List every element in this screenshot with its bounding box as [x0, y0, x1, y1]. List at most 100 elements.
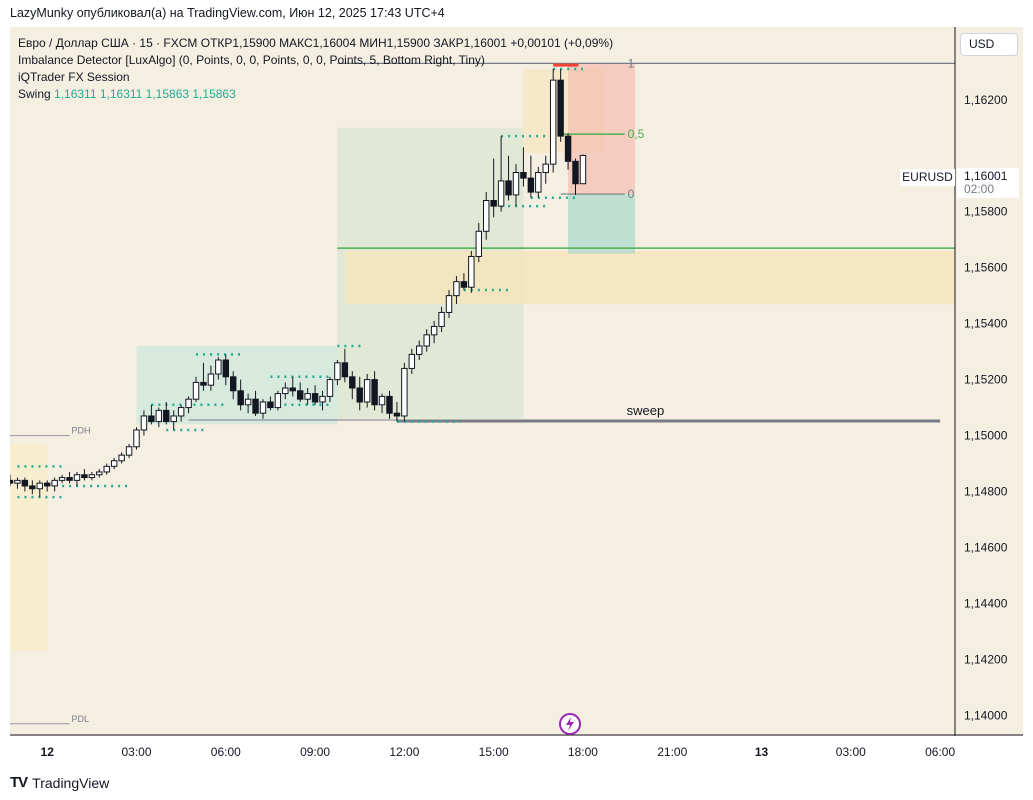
y-tick-label: 1,15600 — [964, 261, 1008, 275]
candle-body — [468, 255, 475, 288]
time-axis-bg — [10, 736, 1023, 765]
candle-body — [304, 393, 311, 400]
candle-body — [416, 345, 423, 355]
candle-body — [535, 172, 542, 193]
legend-main[interactable]: Евро / Доллар США · 15 · FXCM ОТКР1,1590… — [18, 36, 614, 50]
zone-asia-session — [136, 346, 338, 425]
candle-body — [386, 395, 393, 414]
legend-indicator-imbalance[interactable]: Imbalance Detector [LuxAlgo] (0, Points,… — [18, 53, 485, 67]
candle-body — [36, 482, 43, 490]
candle-body — [564, 135, 572, 162]
x-tick-label: 12:00 — [389, 745, 419, 759]
candle-body — [200, 381, 207, 386]
candle-body — [490, 200, 497, 207]
candle-body — [43, 482, 51, 487]
candle-body — [14, 479, 21, 484]
x-tick-label: 03:00 — [121, 745, 151, 759]
candle-body — [110, 460, 118, 467]
chart-legend: Евро / Доллар США · 15 · FXCM ОТКР1,1590… — [18, 35, 613, 103]
pdh-label: PDH — [72, 426, 91, 436]
candle-body — [192, 381, 200, 400]
candle-body — [356, 387, 363, 403]
y-tick-label: 1,14800 — [964, 485, 1008, 499]
candle-body — [29, 485, 36, 490]
candle-body — [445, 295, 453, 313]
chart-frame[interactable]: PDHPDLsweep10,501,164001,162001,158001,1… — [10, 27, 1023, 765]
candle-body — [259, 401, 267, 414]
candle-body — [527, 177, 535, 193]
x-tick-label: 06:00 — [925, 745, 955, 759]
candle-body — [326, 379, 334, 397]
candle-body — [177, 407, 185, 417]
candle-body — [423, 334, 430, 347]
candle-body — [363, 379, 371, 403]
y-tick-label: 1,15800 — [964, 205, 1008, 219]
candle-body — [73, 474, 81, 481]
x-tick-label: 21:00 — [657, 745, 687, 759]
candle-body — [10, 479, 14, 484]
zone-prev-session — [10, 443, 48, 652]
candle-body — [549, 79, 557, 165]
candle-body — [185, 398, 192, 409]
candle-body — [222, 359, 230, 378]
y-tick-label: 1,15200 — [964, 373, 1008, 387]
x-tick-label: 03:00 — [836, 745, 866, 759]
candle-body — [430, 325, 438, 336]
candle-body — [140, 415, 148, 431]
candle-body — [244, 398, 252, 406]
candle-body — [125, 446, 133, 456]
fib-label-0: 0 — [628, 187, 635, 201]
currency-button[interactable]: USD — [960, 33, 1018, 56]
candle-body — [282, 387, 289, 395]
candle-body — [237, 390, 244, 406]
last-price-box: 1,16001 02:00 — [957, 168, 1019, 198]
candle-body — [133, 429, 140, 448]
candle-body — [579, 154, 587, 185]
published-by: LazyMunky опубликовал(а) на TradingView.… — [10, 6, 445, 20]
candle-body — [207, 373, 215, 386]
candle-body — [319, 395, 326, 403]
candle-body — [334, 362, 341, 381]
position-target-zone — [568, 194, 636, 254]
x-tick-label: 18:00 — [568, 745, 598, 759]
candle-body — [66, 477, 73, 481]
y-tick-label: 1,16200 — [964, 93, 1008, 107]
position-stop-zone — [568, 63, 636, 195]
candle-body — [460, 281, 468, 288]
legend-indicator-session[interactable]: iQTrader FX Session — [18, 70, 130, 84]
swing-label: Swing — [18, 87, 51, 101]
candle-body — [58, 477, 66, 481]
candle-body — [393, 412, 401, 417]
candle-body — [118, 454, 125, 462]
footer-brand[interactable]: TradingView — [32, 774, 110, 791]
legend-swing[interactable]: Swing 1,16311 1,16311 1,15863 1,15863 — [18, 86, 613, 103]
candle-body — [408, 353, 416, 369]
candle-body — [311, 393, 319, 403]
candle-body — [51, 479, 58, 487]
bar-countdown: 02:00 — [964, 182, 995, 196]
fib-label-0,5: 0,5 — [628, 127, 645, 141]
candle-body — [148, 415, 155, 423]
candle-body — [341, 362, 349, 378]
tradingview-logo-icon[interactable]: TV — [10, 774, 28, 791]
candle-body — [512, 172, 520, 196]
symbol-label: EURUSD — [900, 169, 955, 186]
candle-body — [542, 163, 549, 174]
y-tick-label: 1,14400 — [964, 596, 1008, 610]
x-tick-label: 06:00 — [211, 745, 241, 759]
candle-body — [483, 200, 490, 232]
candle-body — [453, 281, 460, 297]
candle-body — [475, 230, 482, 257]
candle-body — [505, 180, 512, 196]
candle-body — [289, 387, 296, 392]
candle-body — [163, 409, 170, 423]
chart-canvas[interactable]: PDHPDLsweep10,501,164001,162001,158001,1… — [10, 27, 1023, 765]
candle-body — [371, 379, 378, 406]
sweep-label: sweep — [627, 403, 665, 418]
candle-body — [438, 311, 445, 327]
candle-body — [349, 376, 356, 389]
candle-body — [378, 395, 386, 406]
candle-body — [557, 79, 564, 137]
y-tick-label: 1,14000 — [964, 708, 1008, 722]
lightning-icon[interactable] — [559, 713, 581, 735]
